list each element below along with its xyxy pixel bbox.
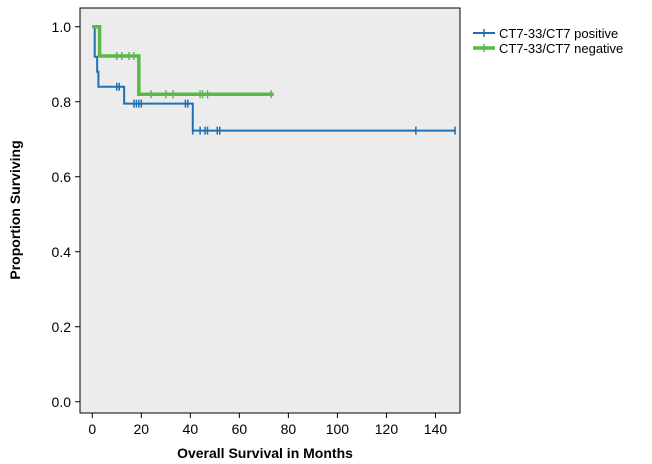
y-tick-label: 0.8 — [52, 94, 72, 110]
x-tick-label: 0 — [88, 421, 96, 437]
survival-curve-2 — [92, 25, 274, 96]
plot-area — [79, 7, 461, 414]
x-tick-label: 40 — [183, 421, 199, 437]
y-tick-label: 0.2 — [52, 319, 72, 335]
y-tick-label: 1.0 — [52, 19, 72, 35]
legend-label: CT7-33/CT7 positive — [499, 26, 618, 41]
y-tick-label: 0.6 — [52, 169, 72, 185]
x-tick-label: 20 — [134, 421, 150, 437]
legend-label: CT7-33/CT7 negative — [499, 41, 623, 56]
survival-curve-1 — [92, 25, 456, 132]
y-axis-title: Proportion Surviving — [7, 140, 23, 279]
series-layer — [92, 25, 456, 135]
axes-layer: 0 20 40 60 80 100 120 140 0.0 0.2 0.4 0.6 0.8 1.0 — [52, 19, 448, 437]
x-tick-label: 120 — [375, 421, 399, 437]
x-tick-label: 100 — [326, 421, 350, 437]
x-tick-label: 140 — [424, 421, 448, 437]
y-tick-label: 0.0 — [52, 394, 72, 410]
x-tick-label: 60 — [232, 421, 248, 437]
y-tick-label: 0.4 — [52, 244, 72, 260]
x-axis-title: Overall Survival in Months — [177, 445, 353, 461]
x-tick-label: 80 — [281, 421, 297, 437]
